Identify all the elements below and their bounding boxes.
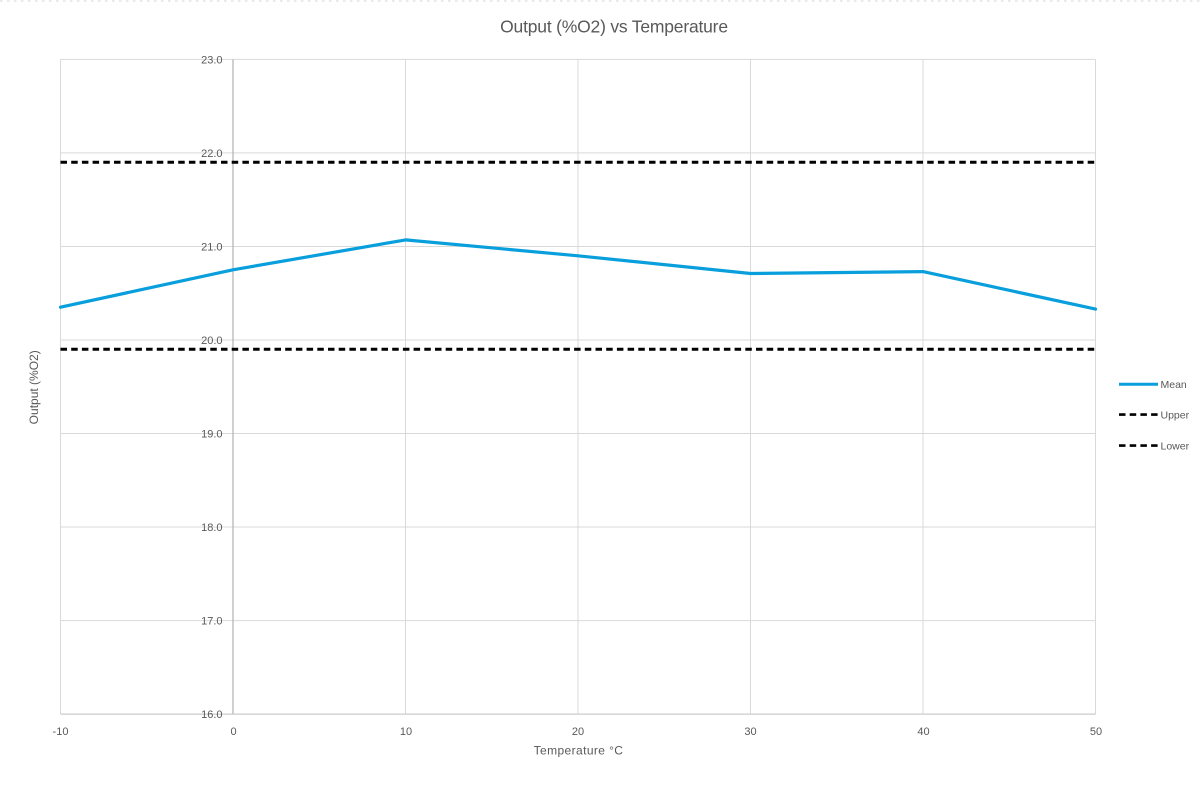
svg-text:17.0: 17.0 [201,616,222,628]
svg-text:22.0: 22.0 [201,148,222,160]
svg-text:19.0: 19.0 [201,429,222,441]
svg-text:0: 0 [230,726,236,738]
svg-text:50: 50 [1090,726,1102,738]
svg-text:Temperature °C: Temperature °C [534,744,624,758]
svg-text:Mean: Mean [1161,379,1187,391]
svg-text:Upper: Upper [1161,409,1190,421]
svg-text:21.0: 21.0 [201,242,222,254]
svg-text:20: 20 [572,726,584,738]
svg-text:-10: -10 [53,726,69,738]
svg-text:18.0: 18.0 [201,522,222,534]
svg-text:30: 30 [744,726,756,738]
svg-text:20.0: 20.0 [201,335,222,347]
svg-text:16.0: 16.0 [201,709,222,721]
svg-text:23.0: 23.0 [201,54,222,66]
svg-text:40: 40 [917,726,929,738]
svg-text:Output (%O2) vs Temperature: Output (%O2) vs Temperature [500,17,728,37]
svg-text:10: 10 [400,726,412,738]
svg-text:Output (%O2): Output (%O2) [27,350,41,424]
svg-text:Lower: Lower [1161,440,1190,452]
